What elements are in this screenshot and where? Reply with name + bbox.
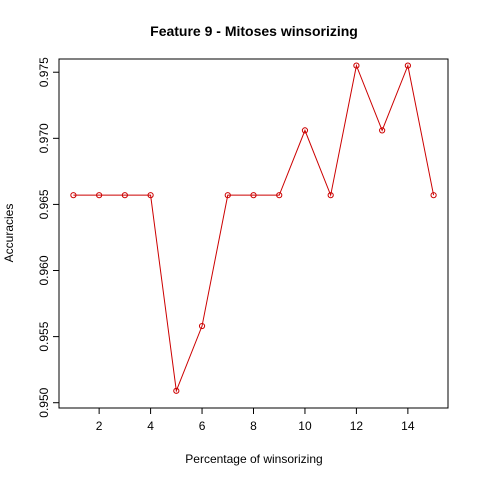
data-point <box>379 127 386 134</box>
data-point <box>70 192 77 199</box>
data-point <box>327 192 334 199</box>
data-point <box>276 192 283 199</box>
series-group <box>70 62 437 394</box>
x-tick-label: 10 <box>298 419 312 433</box>
data-point <box>404 62 411 69</box>
data-point <box>430 192 437 199</box>
y-axis-label: Accuracies <box>2 204 16 263</box>
x-tick-label: 2 <box>96 419 103 433</box>
data-point <box>198 322 206 330</box>
data-point <box>121 192 128 199</box>
x-axis: 2 4 6 8 10 12 14 <box>96 408 415 433</box>
y-tick-label: 0.965 <box>37 189 51 219</box>
data-point <box>353 62 360 69</box>
y-axis: 0.950 0.955 0.960 0.965 0.970 0.975 <box>37 57 59 418</box>
x-tick-label: 4 <box>147 419 154 433</box>
y-tick-label: 0.970 <box>37 123 51 153</box>
x-tick-label: 6 <box>199 419 206 433</box>
y-tick-label: 0.975 <box>37 57 51 87</box>
data-point <box>147 192 154 199</box>
x-tick-label: 14 <box>401 419 415 433</box>
data-point <box>224 192 231 199</box>
y-tick-label: 0.950 <box>37 387 51 417</box>
y-tick-label: 0.955 <box>37 321 51 351</box>
data-point <box>301 127 309 134</box>
data-point <box>173 387 180 394</box>
data-point <box>96 192 103 199</box>
y-tick-label: 0.960 <box>37 255 51 285</box>
x-tick-label: 8 <box>250 419 257 433</box>
x-tick-label: 12 <box>350 419 364 433</box>
data-point <box>250 192 257 199</box>
chart-title: Feature 9 - Mitoses winsorizing <box>150 23 358 39</box>
x-axis-label: Percentage of winsorizing <box>185 452 322 466</box>
series-line <box>73 63 435 393</box>
